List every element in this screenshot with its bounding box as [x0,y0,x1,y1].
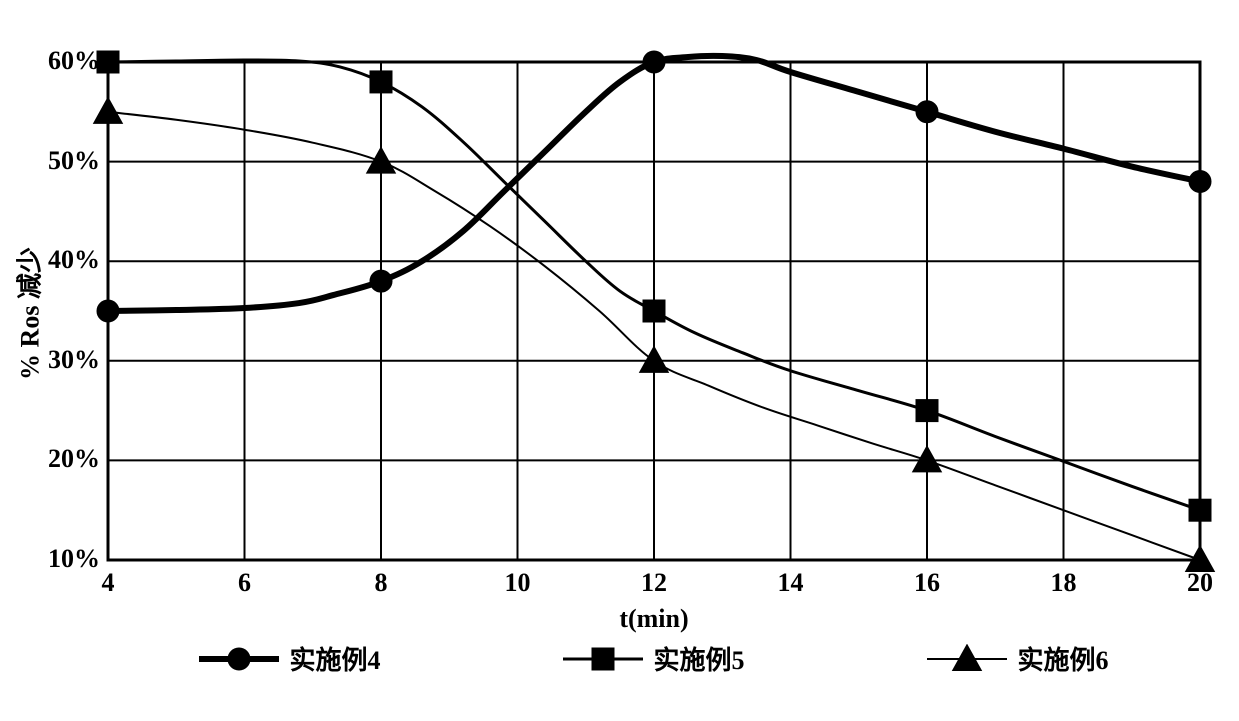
y-tick-label: 10% [28,544,100,574]
x-tick-label: 6 [215,568,275,598]
x-tick-label: 20 [1170,568,1230,598]
y-tick-label: 20% [28,444,100,474]
legend-swatch [199,644,279,674]
y-tick-label: 50% [28,146,100,176]
y-axis-label: % Ros 减少 [10,224,47,404]
x-tick-label: 8 [351,568,411,598]
legend-item: 实施例6 [927,640,1108,677]
legend: 实施例4 实施例5 实施例6 [0,640,1239,677]
legend-swatch [563,644,643,674]
x-tick-label: 14 [761,568,821,598]
legend-swatch [927,644,1007,674]
legend-item: 实施例5 [563,640,744,677]
legend-label: 实施例5 [653,640,744,677]
x-tick-label: 16 [897,568,957,598]
x-tick-label: 12 [624,568,684,598]
legend-label: 实施例6 [1017,640,1108,677]
x-tick-label: 18 [1034,568,1094,598]
y-tick-label: 60% [28,46,100,76]
chart-container: 46810121416182010%20%30%40%50%60%t(min)%… [0,20,1239,701]
legend-item: 实施例4 [199,640,380,677]
chart-svg [0,20,1239,701]
x-axis-label: t(min) [594,604,714,634]
x-tick-label: 10 [488,568,548,598]
legend-label: 实施例4 [289,640,380,677]
